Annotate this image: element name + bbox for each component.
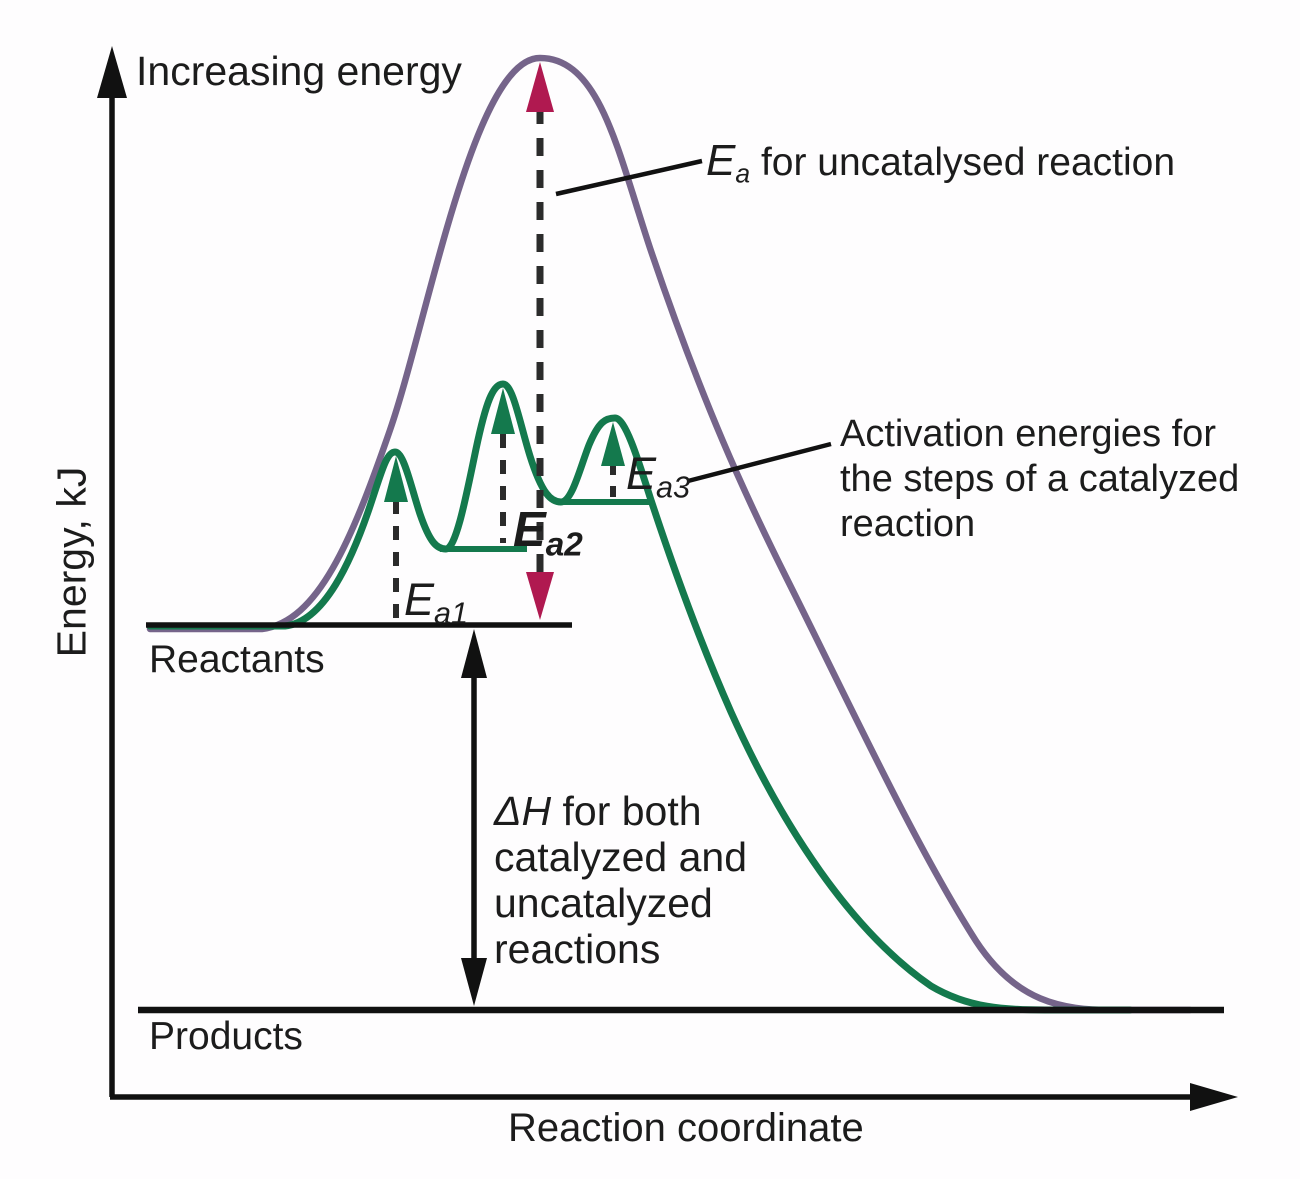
reactants-label: Reactants — [149, 638, 325, 682]
delta-h-line2: catalyzed and — [494, 834, 748, 880]
ea-symbol: E — [706, 136, 736, 185]
delta-h-line1-rest: for both — [551, 788, 702, 834]
products-text: Products — [149, 1015, 303, 1058]
ea-subscript: a — [735, 158, 751, 189]
delta-h-down-arrowhead — [461, 958, 487, 1006]
ea3-arrowhead — [601, 422, 625, 466]
ea1-arrowhead — [384, 456, 408, 502]
ea1-label: Ea1 — [404, 574, 468, 632]
y-axis-label-text: Energy, kJ — [48, 466, 95, 658]
ea3-subscript: a3 — [656, 470, 691, 505]
increasing-energy-text: Increasing energy — [136, 48, 462, 94]
catalyzed-curve — [146, 380, 1134, 1014]
catalyzed-steps-line2: the steps of a catalyzed — [840, 458, 1240, 500]
catalyzed-steps-line1: Activation energies for — [840, 413, 1216, 455]
delta-h-line1: ΔH for both — [494, 788, 747, 834]
delta-h-label: ΔH for both catalyzed and uncatalyzed re… — [494, 788, 747, 972]
increasing-energy-label: Increasing energy — [136, 48, 462, 95]
ea-uncatalysed-down-arrowhead — [526, 572, 554, 620]
delta-h-line3: uncatalyzed — [494, 880, 713, 926]
catalyzed-steps-callout-line — [687, 441, 832, 484]
ea-uncatalysed-text: for uncatalysed reaction — [750, 141, 1176, 184]
catalyzed-steps-label: Activation energies for the steps of a c… — [840, 412, 1239, 547]
ea3-symbol: E — [626, 448, 657, 499]
x-axis-label-text: Reaction coordinate — [508, 1106, 864, 1150]
delta-h-up-arrowhead — [461, 629, 487, 678]
ea-uncatalysed-label: Ea for uncatalysed reaction — [706, 136, 1175, 189]
ea1-subscript: a1 — [434, 596, 469, 631]
ea2-symbol: E — [513, 503, 546, 557]
ea2-subscript: a2 — [545, 526, 583, 564]
y-axis-arrowhead — [97, 46, 127, 98]
catalyzed-steps-line3: reaction — [840, 503, 976, 545]
x-axis-label: Reaction coordinate — [508, 1106, 864, 1151]
ea2-label: Ea2 — [513, 502, 583, 564]
ea1-symbol: E — [404, 574, 435, 625]
products-label: Products — [149, 1015, 303, 1059]
ea-uncatalysed-up-arrowhead — [526, 62, 554, 112]
x-axis-arrowhead — [1190, 1083, 1238, 1111]
ea3-label: Ea3 — [626, 448, 690, 506]
y-axis-label: Energy, kJ — [49, 467, 96, 658]
uncatalysed-curve — [146, 54, 1194, 1014]
delta-h-line4: reactions — [494, 926, 661, 972]
delta-h-symbol: ΔH — [494, 788, 552, 834]
ea-uncatalysed-callout-line — [555, 158, 703, 197]
reactants-text: Reactants — [149, 638, 325, 681]
ea2-arrowhead — [491, 388, 515, 434]
